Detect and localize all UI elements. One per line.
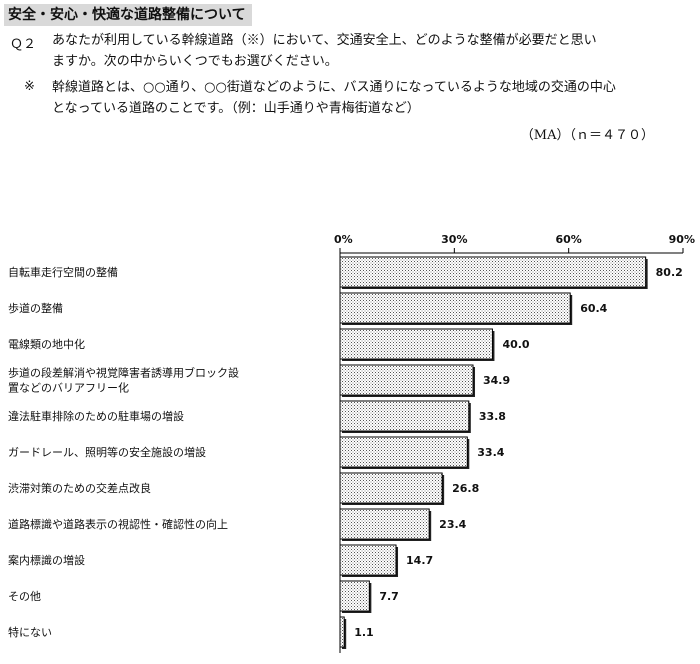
note-text-line-2: となっている道路のことです。（例：山手通りや青梅街道など） [52, 101, 420, 116]
category-label: 置などのバリアフリー化 [8, 381, 129, 395]
bar [339, 508, 430, 540]
bar-value-label: 7.7 [379, 590, 399, 603]
question-text-line-1: あなたが利用している幹線道路（※）において、交通安全上、どのような整備が必要だと… [52, 33, 597, 48]
bar [339, 328, 493, 360]
bar-value-label: 60.4 [580, 302, 607, 315]
bar [339, 256, 647, 288]
note-text-line-1: 幹線道路とは、○○通り、○○街道などのように、バス通りになっているような地域の交… [52, 80, 616, 95]
bar [339, 472, 443, 504]
bar-value-label: 80.2 [656, 266, 683, 279]
x-tick-label: 60% [555, 233, 581, 246]
category-label: 案内標識の増設 [8, 553, 85, 567]
bar-value-label: 14.7 [406, 554, 433, 567]
bar-value-label: 33.4 [477, 446, 504, 459]
x-tick-label: 30% [441, 233, 467, 246]
bar [339, 616, 345, 648]
category-label: 道路標識や道路表示の視認性・確認性の向上 [8, 517, 228, 531]
bar [339, 364, 474, 396]
bar [339, 292, 571, 324]
sample-size-label: （MA）（ｎ＝４７０） [520, 128, 654, 143]
bar-value-label: 33.8 [479, 410, 506, 423]
question-text-line-2: ますか。次の中からいくつでもお選びください。 [52, 54, 338, 69]
bar-value-label: 23.4 [439, 518, 466, 531]
category-label: 歩道の段差解消や視覚障害者誘導用ブロック設 [8, 366, 239, 380]
bar [339, 400, 470, 432]
category-label: ガードレール、照明等の安全施設の増設 [8, 445, 206, 459]
category-label: 特にない [8, 625, 52, 639]
bar [339, 580, 370, 612]
bar-value-label: 40.0 [502, 338, 529, 351]
bar-value-label: 1.1 [354, 626, 374, 639]
category-label: 自転車走行空間の整備 [8, 265, 118, 279]
category-label: 渋滞対策のための交差点改良 [8, 481, 151, 495]
category-label: その他 [8, 590, 41, 603]
category-label: 違法駐車排除のための駐車場の増設 [8, 409, 184, 423]
category-label: 電線類の地中化 [8, 337, 85, 351]
note-mark: ※ [24, 79, 35, 94]
x-tick-label: 90% [669, 233, 695, 246]
bar-value-label: 26.8 [452, 482, 479, 495]
question-number: Ｑ２ [10, 37, 37, 52]
bar-chart: 0% 30% 60% 90% 80.2 自転車走行空間の整備 60.4 歩道の整備 40.0 電線… [8, 233, 695, 653]
x-tick-label: 0% [334, 233, 353, 246]
category-label: 歩道の整備 [8, 301, 63, 315]
bar [339, 436, 468, 468]
section-title: 安全・安心・快適な道路整備について [4, 4, 252, 26]
bar-value-label: 34.9 [483, 374, 510, 387]
bar [339, 544, 397, 576]
